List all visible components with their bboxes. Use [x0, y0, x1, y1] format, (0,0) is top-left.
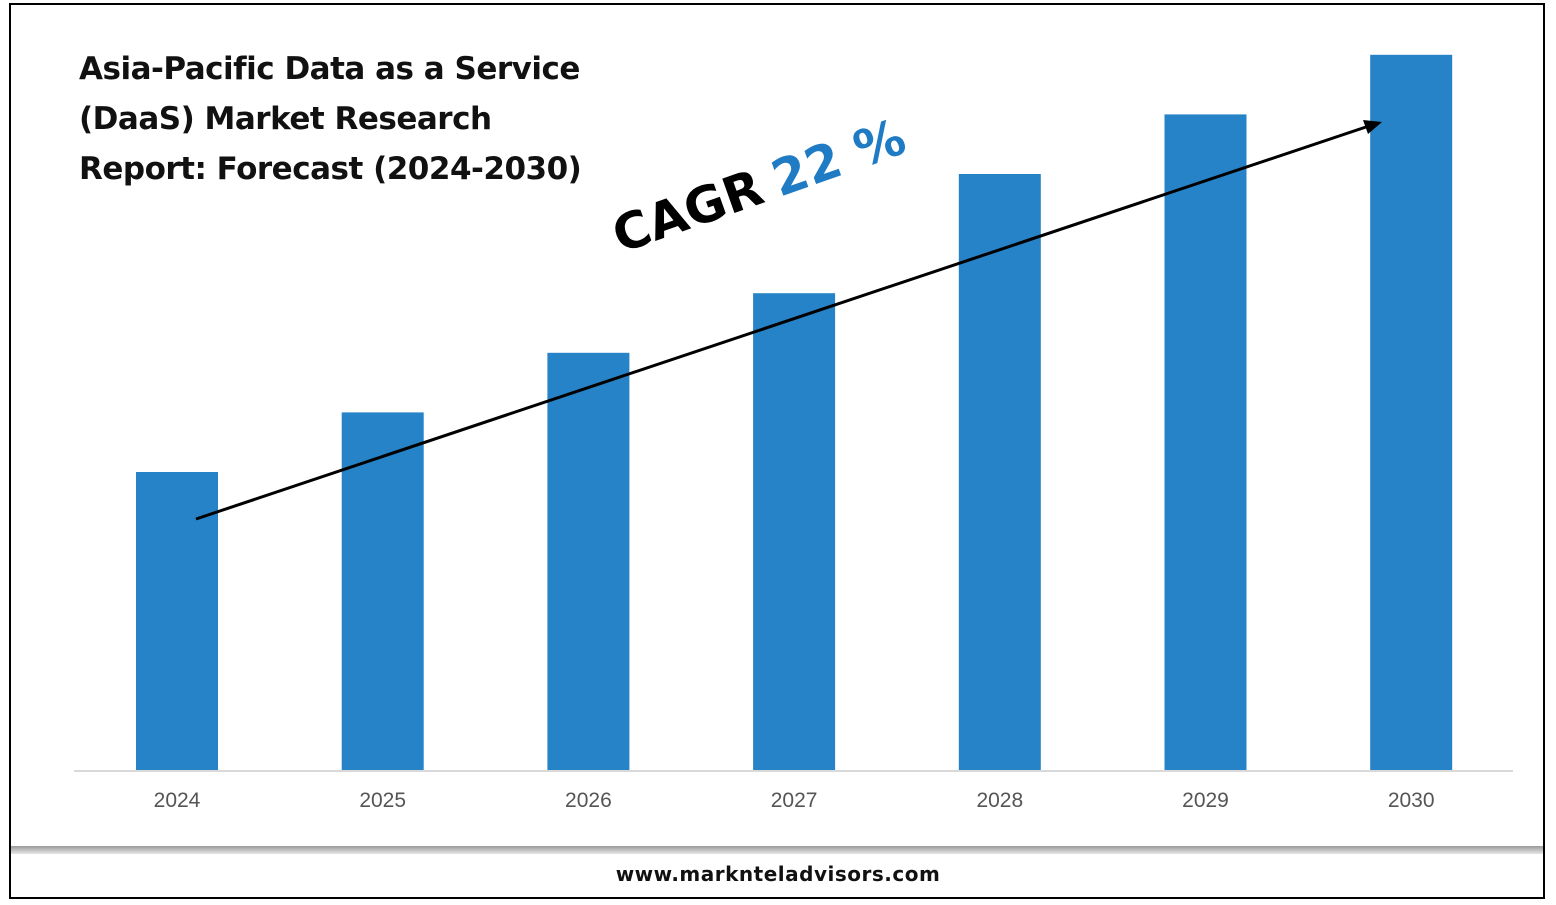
chart-frame [9, 3, 1545, 899]
bar-2027 [753, 293, 836, 770]
bars-group [136, 54, 1453, 771]
x-tick-2025: 2025 [359, 789, 406, 812]
bar-2029 [1164, 114, 1247, 770]
chart-title: Asia-Pacific Data as a Service (DaaS) Ma… [79, 44, 639, 194]
title-line-1: Asia-Pacific Data as a Service [79, 51, 580, 87]
bar-2030 [1370, 54, 1453, 771]
bar-2025 [341, 412, 424, 770]
x-tick-2029: 2029 [1182, 789, 1229, 812]
x-tick-2030: 2030 [1388, 789, 1435, 812]
bar-2028 [958, 174, 1041, 770]
trend-arrow-icon [195, 120, 1382, 521]
bar-2026 [547, 352, 630, 770]
title-line-3: Report: Forecast (2024-2030) [79, 151, 582, 187]
footer-divider [11, 846, 1543, 854]
footer-website: www.marknteladvisors.com [615, 862, 941, 886]
x-tick-2027: 2027 [771, 789, 818, 812]
bar-2024 [136, 472, 218, 770]
x-tick-labels: 2024 2025 2026 2027 2028 2029 2030 [154, 789, 1435, 812]
x-tick-2024: 2024 [154, 789, 201, 812]
x-tick-2028: 2028 [976, 789, 1023, 812]
x-tick-2026: 2026 [565, 789, 612, 812]
title-line-2: (DaaS) Market Research [79, 101, 492, 137]
